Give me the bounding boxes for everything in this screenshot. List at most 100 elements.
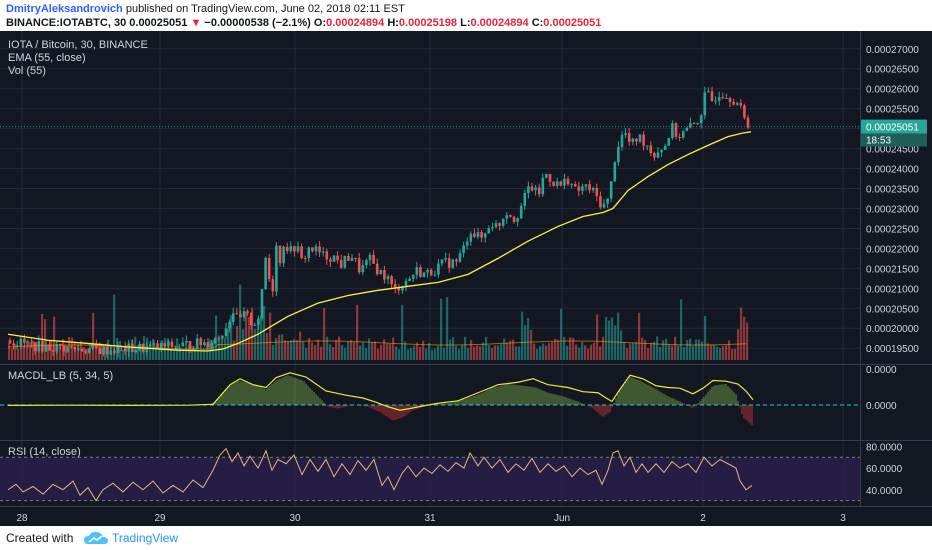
volume-bar — [572, 337, 575, 360]
candle-body — [725, 97, 728, 99]
volume-bar — [443, 347, 446, 360]
candle-body — [347, 256, 350, 261]
volume-bar — [278, 334, 281, 360]
volume-bar — [365, 348, 368, 360]
chart-svg[interactable]: 0.00027000 0.00026500 0.00026000 0.00025500… — [0, 31, 932, 526]
candle-body — [642, 134, 645, 146]
volume-bar — [68, 337, 71, 360]
chart-area[interactable]: 0.00027000 0.00026500 0.00026000 0.00025500… — [0, 31, 932, 526]
candle-body — [354, 257, 357, 259]
volume-bar — [713, 344, 716, 360]
price-axis[interactable]: 0.00027000 0.00026500 0.00026000 0.00025500… — [866, 45, 919, 497]
time-axis[interactable]: 28 29 30 31 Jun 2 3 — [16, 513, 846, 524]
volume-bar — [494, 345, 497, 360]
volume-bar — [344, 347, 347, 360]
candle-body — [397, 288, 401, 291]
candle-body — [390, 276, 393, 284]
volume-bar — [86, 348, 89, 360]
candle-body — [624, 133, 627, 135]
pane-separators — [0, 31, 932, 507]
symbol-label: BINANCE:IOTABTC, 30 — [6, 17, 127, 29]
open-label: O: — [313, 17, 327, 29]
candle-body — [318, 246, 321, 253]
last-price-badge — [861, 119, 927, 134]
volume-bar — [413, 345, 416, 360]
candle-body — [105, 346, 109, 355]
volume-bar — [119, 341, 122, 360]
tradingview-brand[interactable]: TradingView — [112, 531, 179, 545]
candle-body — [444, 258, 447, 260]
volume-bar — [506, 342, 509, 360]
volume-bar — [245, 311, 248, 360]
volume-bar — [593, 342, 596, 360]
price-tick-label: 0.00026500 — [866, 65, 919, 76]
volume-bar — [203, 348, 206, 360]
volume-bar — [281, 334, 284, 360]
candle-body — [732, 101, 735, 105]
volume-bar — [179, 347, 182, 360]
candle-body — [55, 344, 59, 352]
candle-body — [368, 254, 372, 261]
candle-body — [170, 341, 174, 348]
volume-bar — [722, 346, 725, 360]
volume-bar — [671, 345, 674, 360]
candle-body — [321, 251, 325, 253]
volume-bar — [350, 340, 353, 360]
high-value: 0.00025198 — [398, 17, 458, 29]
volume-bar — [698, 339, 701, 360]
volume-bar — [518, 346, 521, 360]
candle-body — [167, 341, 170, 347]
volume-bar — [692, 345, 695, 360]
author-link[interactable]: DmitryAleksandrovich — [6, 3, 123, 15]
candle-body — [563, 178, 566, 186]
volume-bar — [416, 342, 419, 360]
candle-body — [51, 350, 55, 352]
volume-bar — [215, 315, 218, 360]
candle-body — [296, 246, 300, 252]
rsi-tick-label: 40.0000 — [866, 486, 903, 497]
volume-bar — [680, 299, 683, 360]
candle-body — [181, 342, 185, 347]
volume-bar — [407, 349, 410, 360]
volume-bar — [734, 348, 737, 360]
volume-bar — [92, 312, 95, 360]
volume-bar — [539, 346, 542, 360]
volume-bar — [746, 322, 749, 360]
candle-body — [73, 347, 77, 350]
candle-body — [357, 258, 361, 273]
candle-body — [210, 343, 213, 348]
price-tick-label: 0.00022000 — [866, 244, 919, 255]
volume-bar — [656, 336, 659, 360]
volume-bar — [437, 345, 440, 360]
candle-body — [163, 343, 167, 347]
volume-bar — [635, 342, 638, 360]
candle-body — [383, 270, 386, 280]
volume-bar — [476, 345, 479, 360]
volume-bar — [551, 342, 554, 360]
volume-bar — [23, 346, 26, 360]
volume-bar — [716, 346, 719, 360]
volume-bar — [185, 343, 188, 360]
volume-bar — [173, 349, 176, 360]
volume-bar — [170, 349, 173, 360]
volume-bar — [638, 312, 641, 360]
candle-body — [602, 203, 606, 208]
candle-body — [743, 105, 746, 118]
volume-bar — [482, 342, 485, 360]
candle-body — [343, 256, 347, 268]
candle-body — [206, 342, 210, 348]
volume-bar — [410, 347, 413, 360]
candle-body — [278, 245, 282, 264]
volume-bar — [347, 341, 350, 360]
volume-bar — [326, 336, 329, 360]
candle-body — [559, 181, 563, 186]
price-tick-label: 0.00027000 — [866, 45, 919, 56]
volume-bar — [377, 348, 380, 360]
candle-body — [422, 272, 426, 277]
last-price: 0.00025051 — [129, 17, 188, 29]
tradingview-cloud-icon — [84, 531, 108, 544]
candle-body — [455, 259, 458, 262]
volume-bar — [362, 342, 365, 360]
candle-body — [667, 137, 671, 146]
candle-body — [84, 351, 87, 353]
